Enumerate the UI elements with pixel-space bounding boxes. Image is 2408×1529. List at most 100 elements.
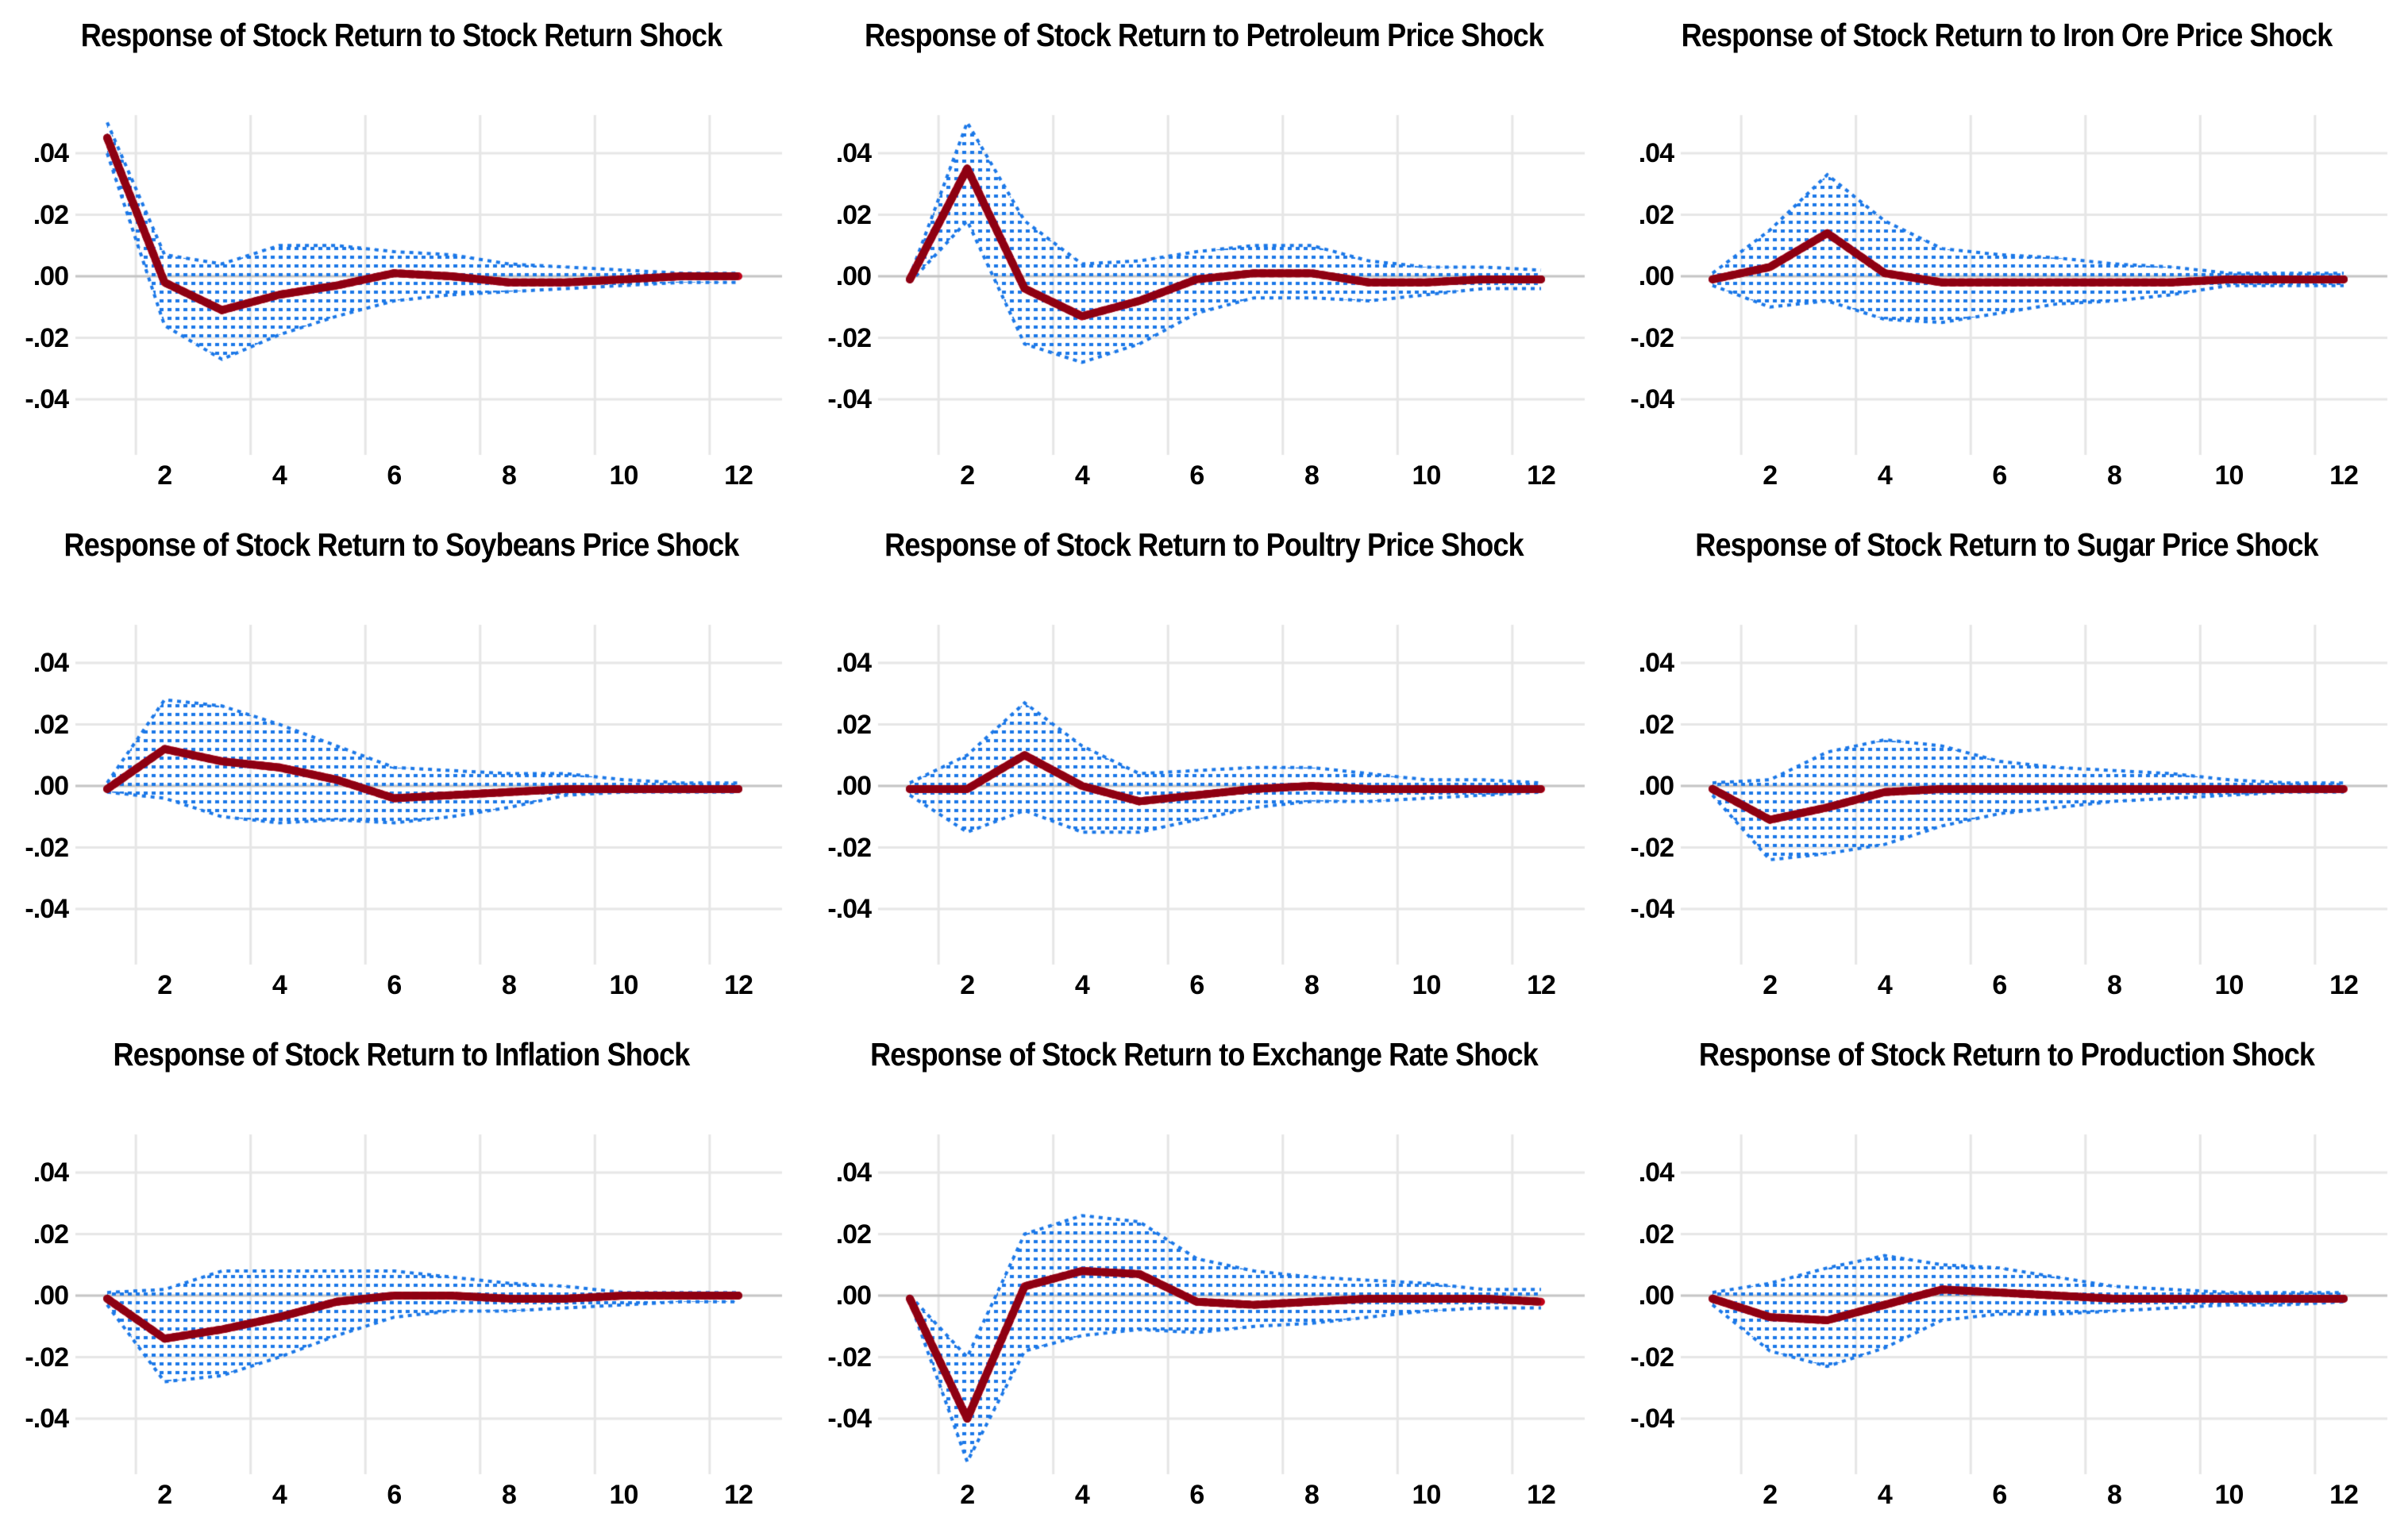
y-tick-label: .02 [1638, 199, 1674, 230]
irf-panel-5: Response of Stock Return to Poultry Pric… [803, 510, 1605, 1019]
y-tick-label: -.02 [827, 322, 872, 353]
y-tick-label: -.02 [1630, 832, 1674, 863]
x-tick-label: 8 [501, 460, 517, 491]
y-tick-label: -.04 [25, 894, 69, 924]
y-tick-label: -.04 [827, 1404, 872, 1434]
irf-plot-canvas [0, 1019, 803, 1529]
x-tick-label: 4 [1877, 970, 1893, 1000]
x-tick-label: 10 [2214, 1480, 2244, 1510]
irf-panel-1: Response of Stock Return to Stock Return… [0, 0, 803, 510]
y-tick-label: -.02 [25, 1342, 69, 1373]
x-tick-label: 12 [724, 970, 753, 1000]
x-tick-label: 2 [157, 460, 172, 491]
x-tick-label: 4 [272, 970, 287, 1000]
irf-panel-2: Response of Stock Return to Petroleum Pr… [803, 0, 1605, 510]
y-tick-label: .04 [33, 138, 69, 168]
y-tick-label: .00 [33, 261, 69, 291]
x-tick-label: 4 [1074, 460, 1090, 491]
y-tick-label: .02 [1638, 709, 1674, 740]
x-tick-label: 6 [1992, 1480, 2007, 1510]
x-tick-label: 2 [1763, 460, 1778, 491]
x-tick-label: 2 [1763, 1480, 1778, 1510]
y-tick-label: .04 [1638, 1157, 1674, 1188]
y-tick-label: -.04 [1630, 894, 1674, 924]
y-tick-label: .00 [1638, 771, 1674, 801]
x-tick-label: 8 [501, 1480, 517, 1510]
x-tick-label: 10 [1412, 460, 1442, 491]
x-tick-label: 10 [2214, 970, 2244, 1000]
panel-title: Response of Stock Return to Inflation Sh… [113, 1036, 691, 1073]
y-tick-label: .04 [1638, 648, 1674, 678]
x-tick-label: 12 [1527, 970, 1556, 1000]
y-tick-label: .02 [835, 199, 872, 230]
x-tick-label: 2 [960, 460, 975, 491]
x-tick-label: 12 [2329, 460, 2359, 491]
x-tick-label: 6 [1992, 970, 2007, 1000]
y-tick-label: .02 [1638, 1219, 1674, 1250]
irf-plot-canvas [1605, 0, 2408, 510]
x-tick-label: 6 [387, 1480, 402, 1510]
panel-title: Response of Stock Return to Exchange Rat… [870, 1036, 1539, 1073]
x-tick-label: 6 [387, 970, 402, 1000]
y-tick-label: -.04 [827, 384, 872, 414]
y-tick-label: -.02 [827, 1342, 872, 1373]
y-tick-label: -.04 [25, 1404, 69, 1434]
x-tick-label: 12 [2329, 970, 2359, 1000]
x-tick-label: 8 [2106, 970, 2122, 1000]
irf-plot-canvas [803, 1019, 1605, 1529]
x-tick-label: 6 [1189, 970, 1204, 1000]
x-tick-label: 6 [1189, 1480, 1204, 1510]
panel-title: Response of Stock Return to Sugar Price … [1695, 526, 2318, 563]
x-tick-label: 4 [1877, 460, 1893, 491]
x-tick-label: 12 [724, 460, 753, 491]
x-tick-label: 12 [1527, 1480, 1556, 1510]
irf-panel-7: Response of Stock Return to Inflation Sh… [0, 1019, 803, 1529]
irf-plot-canvas [803, 0, 1605, 510]
irf-plot-canvas [1605, 1019, 2408, 1529]
y-tick-label: -.04 [1630, 1404, 1674, 1434]
y-tick-label: .04 [33, 1157, 69, 1188]
x-tick-label: 8 [2106, 1480, 2122, 1510]
x-tick-label: 4 [1877, 1480, 1893, 1510]
x-tick-label: 12 [1527, 460, 1556, 491]
x-tick-label: 10 [1412, 1480, 1442, 1510]
y-tick-label: .04 [835, 138, 872, 168]
x-tick-label: 2 [157, 970, 172, 1000]
y-tick-label: .00 [33, 1281, 69, 1311]
y-tick-label: -.02 [1630, 322, 1674, 353]
x-tick-label: 2 [960, 970, 975, 1000]
irf-plot-canvas [803, 510, 1605, 1019]
y-tick-label: -.02 [827, 832, 872, 863]
irf-panel-3: Response of Stock Return to Iron Ore Pri… [1605, 0, 2408, 510]
x-tick-label: 2 [1763, 970, 1778, 1000]
x-tick-label: 10 [609, 970, 639, 1000]
y-tick-label: .00 [33, 771, 69, 801]
x-tick-label: 4 [272, 1480, 287, 1510]
x-tick-label: 8 [1304, 970, 1320, 1000]
x-tick-label: 6 [387, 460, 402, 491]
y-tick-label: .02 [835, 709, 872, 740]
x-tick-label: 2 [960, 1480, 975, 1510]
y-tick-label: .02 [33, 199, 69, 230]
panel-title: Response of Stock Return to Poultry Pric… [884, 526, 1524, 563]
y-tick-label: .02 [835, 1219, 872, 1250]
irf-panel-9: Response of Stock Return to Production S… [1605, 1019, 2408, 1529]
y-tick-label: .04 [33, 648, 69, 678]
irf-panel-6: Response of Stock Return to Sugar Price … [1605, 510, 2408, 1019]
panel-title: Response of Stock Return to Soybeans Pri… [64, 526, 740, 563]
x-tick-label: 12 [2329, 1480, 2359, 1510]
y-tick-label: .02 [33, 1219, 69, 1250]
y-tick-label: -.04 [25, 384, 69, 414]
x-tick-label: 6 [1189, 460, 1204, 491]
x-tick-label: 2 [157, 1480, 172, 1510]
panel-title: Response of Stock Return to Stock Return… [80, 17, 722, 53]
y-tick-label: .00 [835, 771, 872, 801]
y-tick-label: .02 [33, 709, 69, 740]
y-tick-label: .00 [1638, 1281, 1674, 1311]
irf-panel-8: Response of Stock Return to Exchange Rat… [803, 1019, 1605, 1529]
y-tick-label: -.04 [827, 894, 872, 924]
x-tick-label: 8 [1304, 1480, 1320, 1510]
y-tick-label: -.04 [1630, 384, 1674, 414]
y-tick-label: .00 [1638, 261, 1674, 291]
